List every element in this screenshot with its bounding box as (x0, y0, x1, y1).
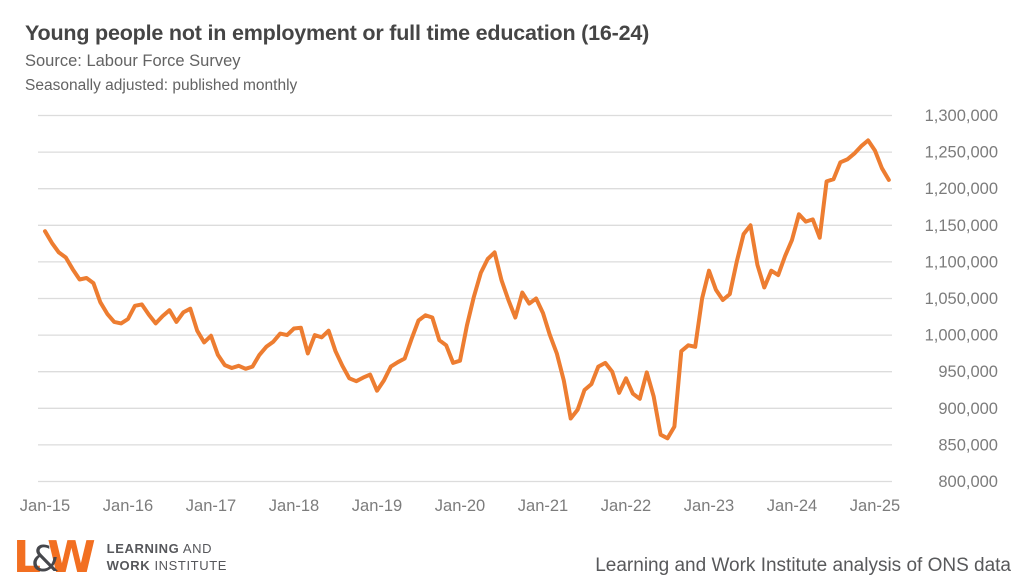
lw-logo-mark: L & W (13, 536, 96, 580)
x-tick-label: Jan-19 (352, 497, 402, 515)
x-tick-label: Jan-15 (20, 497, 70, 515)
y-tick-label: 1,000,000 (925, 327, 998, 345)
x-tick-label: Jan-22 (601, 497, 651, 515)
x-tick-label: Jan-17 (186, 497, 236, 515)
data-line-series (43, 138, 891, 441)
x-tick-label: Jan-16 (103, 497, 153, 515)
logo-text-line1: LEARNING AND (106, 541, 213, 557)
logo-letter-l: L (13, 532, 42, 583)
x-tick-label: Jan-18 (269, 497, 319, 515)
x-tick-label: Jan-24 (767, 497, 817, 515)
chart-source-line: Source: Labour Force Survey (25, 52, 241, 70)
neet-line-chart: 800,000 850,000 900,000 950,000 1,000,000 1,0… (20, 107, 998, 515)
y-tick-label: 850,000 (938, 436, 998, 454)
y-tick-label: 1,200,000 (925, 180, 998, 198)
y-tick-label: 800,000 (938, 473, 998, 491)
chart-note-line: Seasonally adjusted: published monthly (25, 77, 298, 94)
lw-logo: L & W LEARNING AND WORK INSTITUTE (13, 536, 227, 580)
lw-logo-text: LEARNING AND WORK INSTITUTE (107, 541, 227, 575)
attribution-text: Learning and Work Institute analysis of … (595, 555, 1011, 576)
chart-title: Young people not in employment or full t… (25, 21, 650, 45)
y-tick-label: 900,000 (938, 400, 998, 418)
logo-ampersand: & (31, 539, 60, 580)
y-tick-label: 1,250,000 (925, 144, 998, 162)
y-tick-label: 1,150,000 (925, 217, 998, 235)
y-tick-label: 1,050,000 (925, 290, 998, 308)
y-tick-label: 1,100,000 (925, 253, 998, 271)
logo-text-line2: WORK INSTITUTE (106, 558, 228, 573)
x-tick-label: Jan-20 (435, 497, 485, 515)
y-tick-label: 950,000 (938, 363, 998, 381)
logo-letter-w: W (47, 532, 96, 583)
x-tick-label: Jan-25 (850, 497, 900, 515)
x-tick-label: Jan-21 (518, 497, 568, 515)
x-tick-label: Jan-23 (684, 497, 734, 515)
y-tick-label: 1,300,000 (925, 107, 998, 125)
